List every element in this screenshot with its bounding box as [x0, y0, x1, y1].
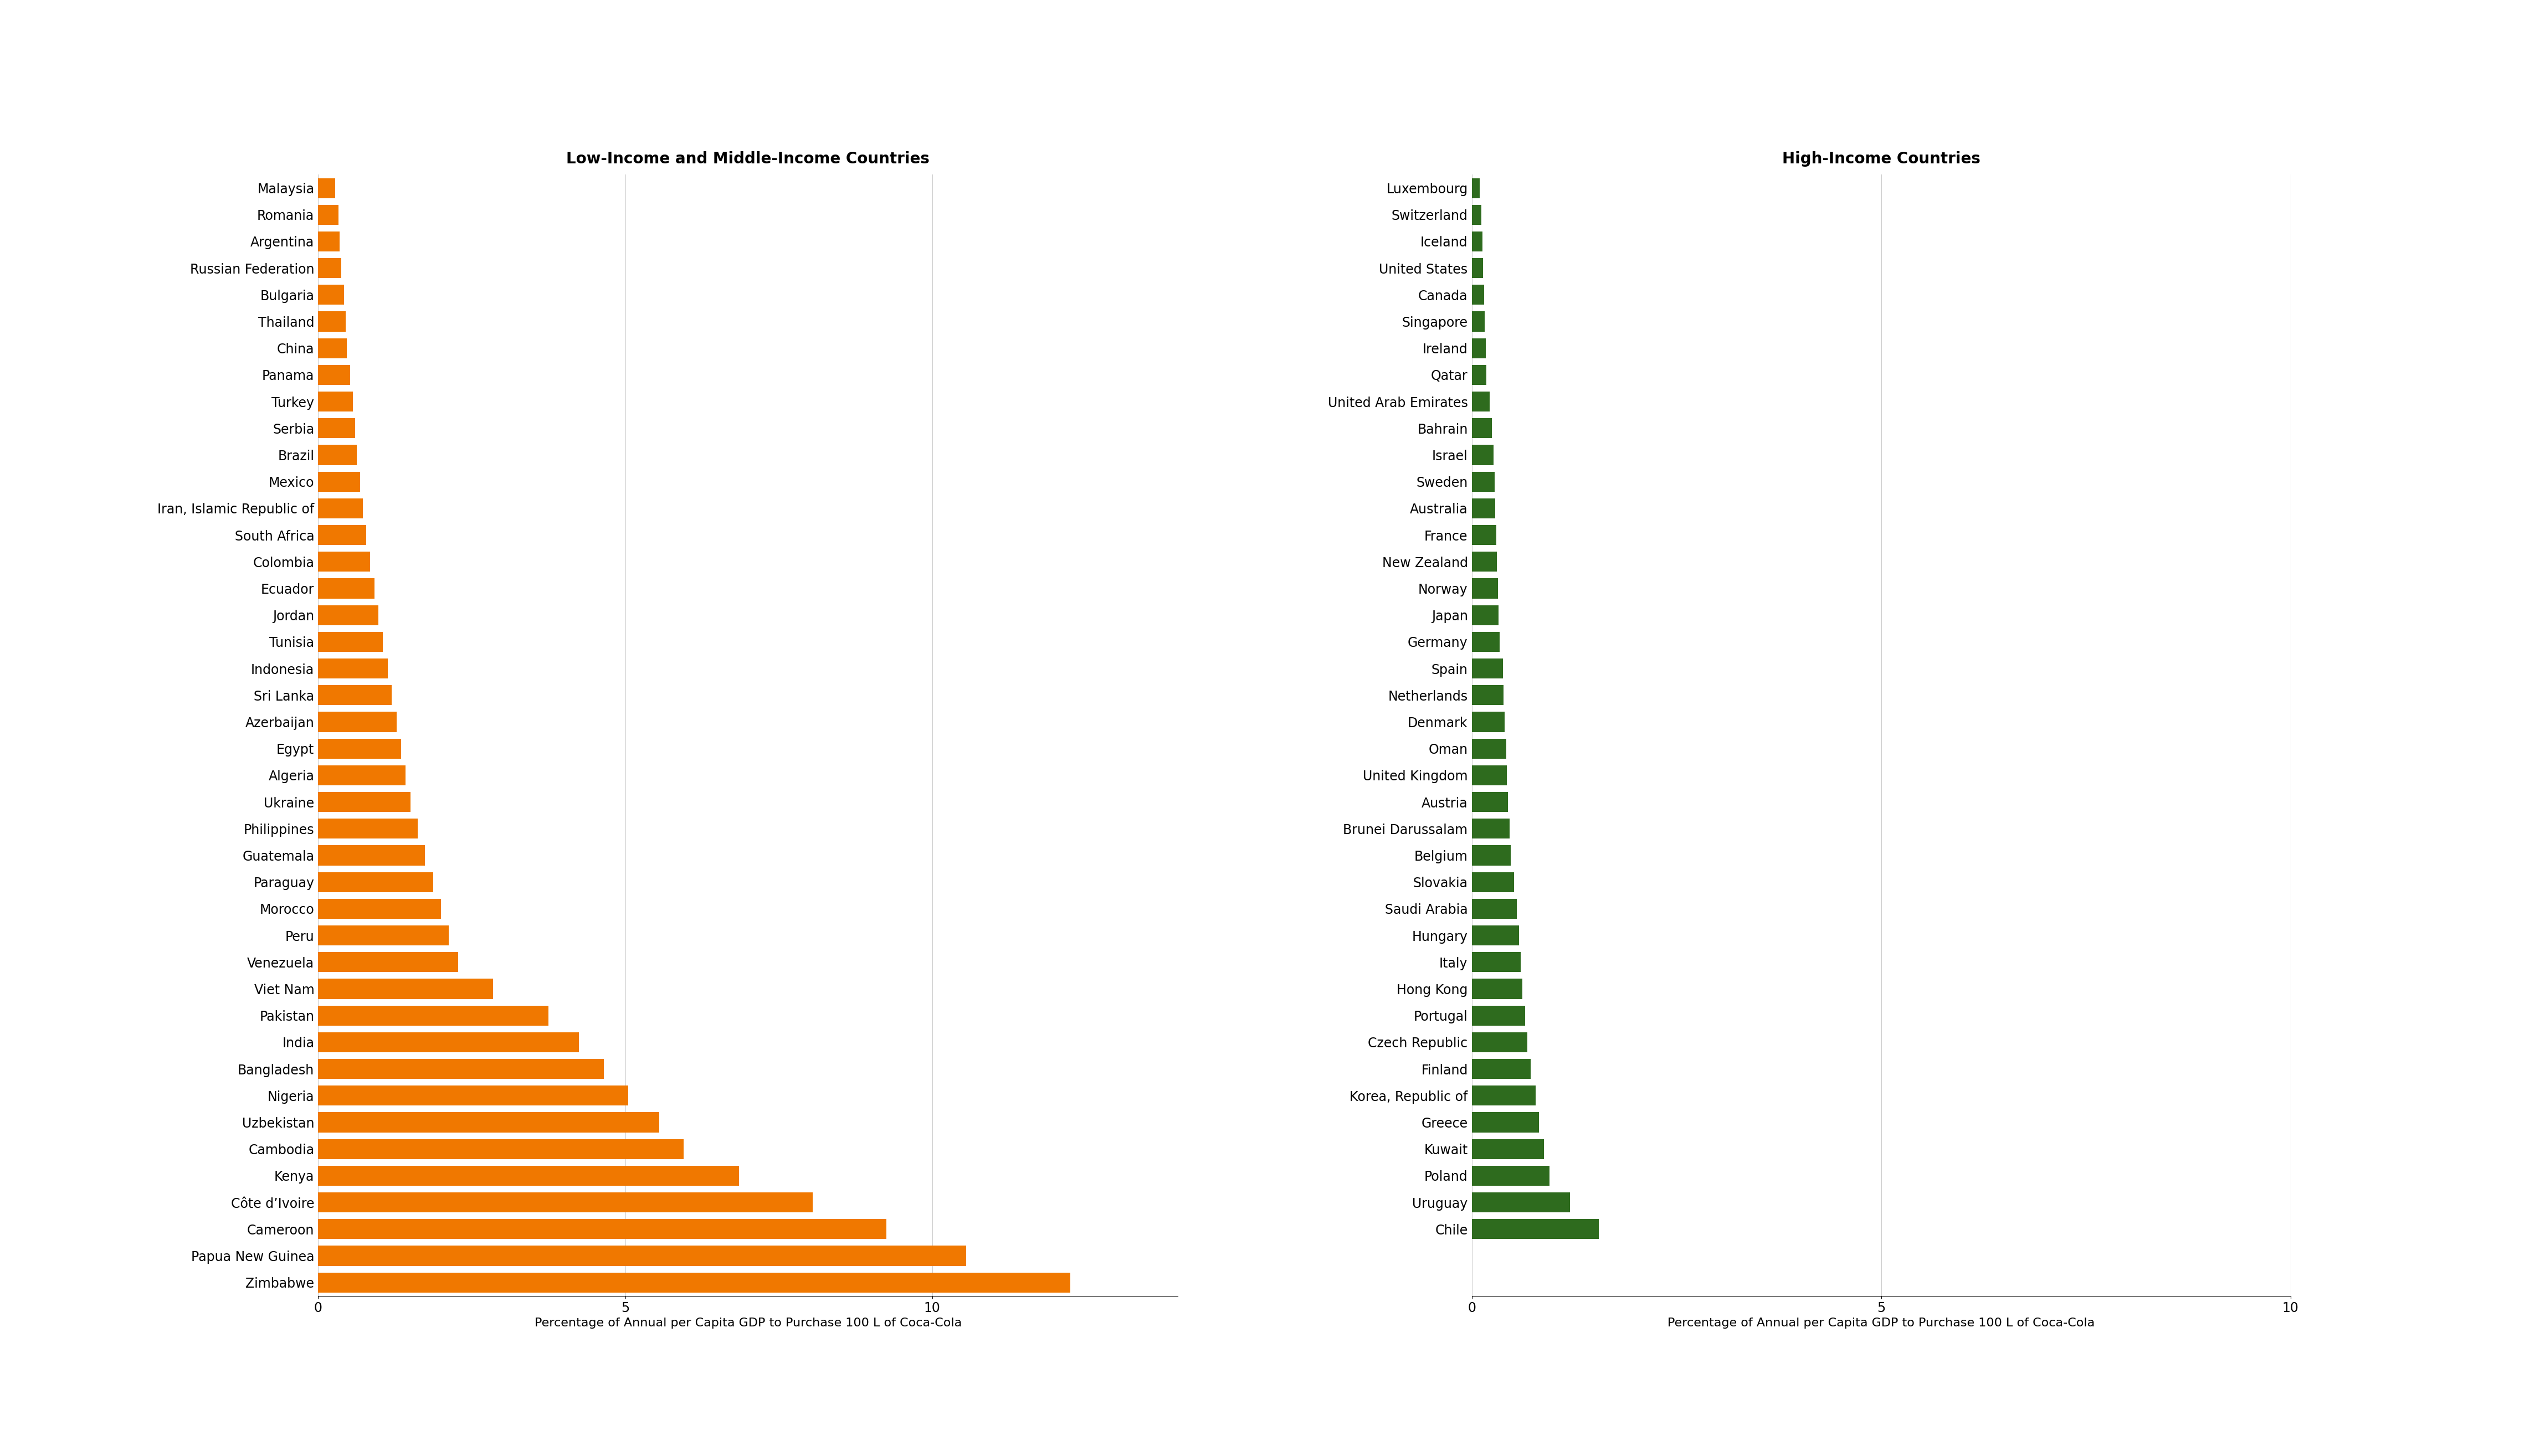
Bar	[318, 872, 433, 893]
Title: Low-Income and Middle-Income Countries: Low-Income and Middle-Income Countries	[568, 151, 929, 166]
Bar	[318, 552, 372, 572]
Bar	[1471, 552, 1496, 572]
Bar	[1471, 526, 1496, 545]
Bar	[318, 446, 356, 464]
Bar	[318, 285, 344, 304]
Bar	[1471, 926, 1519, 945]
Bar	[318, 658, 387, 678]
Bar	[1471, 1006, 1524, 1025]
Bar	[318, 898, 440, 919]
Bar	[318, 1166, 738, 1185]
Bar	[1471, 338, 1486, 358]
Bar	[1471, 178, 1479, 198]
Bar	[318, 312, 346, 332]
Bar	[1471, 1112, 1540, 1133]
Bar	[318, 526, 366, 545]
Bar	[318, 365, 351, 384]
Bar	[1471, 738, 1507, 759]
Bar	[318, 418, 354, 438]
Bar	[318, 712, 397, 732]
Bar	[1471, 978, 1522, 999]
Bar	[1471, 1059, 1530, 1079]
Bar	[318, 766, 405, 785]
Bar	[1471, 312, 1484, 332]
Bar	[318, 338, 346, 358]
X-axis label: Percentage of Annual per Capita GDP to Purchase 100 L of Coca-Cola: Percentage of Annual per Capita GDP to P…	[534, 1318, 962, 1329]
Bar	[1471, 712, 1504, 732]
Bar	[1471, 1086, 1535, 1105]
Bar	[1471, 1032, 1527, 1053]
Bar	[1471, 446, 1494, 464]
Bar	[1471, 392, 1489, 412]
Bar	[318, 926, 448, 945]
Bar	[318, 178, 336, 198]
Bar	[1471, 1139, 1545, 1159]
Bar	[1471, 818, 1509, 839]
Bar	[1471, 205, 1481, 224]
Bar	[318, 1192, 812, 1213]
Bar	[318, 738, 402, 759]
Bar	[318, 632, 382, 652]
Bar	[318, 392, 354, 412]
Bar	[318, 792, 410, 812]
Bar	[318, 578, 374, 598]
Bar	[1471, 1192, 1570, 1213]
Bar	[1471, 606, 1499, 625]
Bar	[318, 1112, 659, 1133]
X-axis label: Percentage of Annual per Capita GDP to Purchase 100 L of Coca-Cola: Percentage of Annual per Capita GDP to P…	[1667, 1318, 2095, 1329]
Bar	[1471, 632, 1499, 652]
Bar	[1471, 418, 1491, 438]
Bar	[1471, 258, 1484, 278]
Bar	[1471, 898, 1517, 919]
Bar	[318, 606, 379, 625]
Bar	[1471, 872, 1514, 893]
Bar	[1471, 846, 1512, 865]
Bar	[1471, 232, 1481, 252]
Bar	[1471, 792, 1507, 812]
Bar	[318, 1139, 685, 1159]
Bar	[1471, 766, 1507, 785]
Bar	[318, 472, 359, 492]
Title: High-Income Countries: High-Income Countries	[1781, 151, 1980, 166]
Bar	[1471, 578, 1499, 598]
Bar	[1471, 686, 1504, 705]
Bar	[1471, 285, 1484, 304]
Bar	[318, 1006, 547, 1025]
Bar	[318, 205, 338, 224]
Bar	[318, 846, 425, 865]
Bar	[318, 1059, 603, 1079]
Bar	[1471, 1219, 1598, 1239]
Bar	[318, 686, 392, 705]
Bar	[318, 952, 458, 973]
Bar	[318, 258, 341, 278]
Bar	[1471, 658, 1502, 678]
Bar	[318, 1219, 886, 1239]
Bar	[318, 1086, 629, 1105]
Bar	[318, 232, 338, 252]
Bar	[318, 1273, 1071, 1293]
Bar	[318, 1246, 967, 1265]
Bar	[1471, 365, 1486, 384]
Bar	[1471, 498, 1496, 518]
Bar	[1471, 1166, 1550, 1185]
Bar	[1471, 952, 1522, 973]
Bar	[318, 818, 417, 839]
Bar	[318, 978, 494, 999]
Bar	[1471, 472, 1494, 492]
Bar	[318, 498, 364, 518]
Bar	[318, 1032, 580, 1053]
